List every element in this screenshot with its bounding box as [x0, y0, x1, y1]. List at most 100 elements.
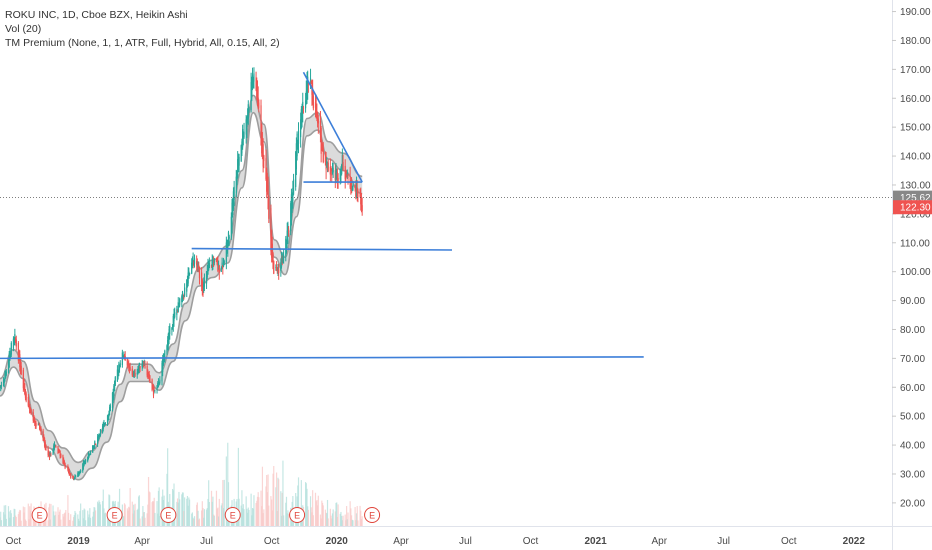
volume-bar	[350, 508, 352, 526]
volume-bar	[167, 448, 169, 526]
volume-bar	[99, 504, 102, 526]
time-tick-label: 2020	[326, 536, 349, 547]
candle-body	[184, 287, 186, 296]
candle-body	[334, 170, 336, 181]
volume-bar	[285, 502, 287, 526]
candle-body	[167, 339, 169, 350]
candle-body	[113, 380, 116, 391]
volume-bar	[256, 500, 258, 526]
candle-body	[147, 372, 150, 376]
volume-bar	[89, 508, 91, 526]
time-axis[interactable]: Oct 2019 Apr Jul Oct 2020 Apr Jul Oct 2021 Apr Jul O…	[6, 536, 866, 547]
volume-bar	[3, 505, 5, 526]
candle-body	[252, 81, 254, 83]
candle-body	[246, 118, 248, 127]
volume-bar	[191, 512, 194, 526]
symbol-title[interactable]: ROKU INC, 1D, Cboe BZX, Heikin Ashi	[5, 9, 188, 21]
candle-body	[123, 355, 126, 357]
candle-body	[89, 454, 91, 456]
candle-body	[47, 447, 49, 455]
earnings-marker	[364, 507, 381, 523]
candle-body	[302, 107, 305, 109]
candle-body	[341, 154, 343, 170]
volume-bar	[142, 512, 145, 526]
candle-body	[139, 366, 141, 369]
time-tick-label: Apr	[134, 536, 150, 547]
volume-bar	[331, 513, 334, 526]
volume-bar	[321, 500, 323, 526]
price-tick-label: 180.00	[900, 36, 931, 47]
candle-body	[227, 232, 230, 245]
volume-bar	[156, 501, 158, 526]
candle-body	[156, 385, 158, 391]
candle-body	[63, 458, 65, 464]
volume-bar	[144, 517, 146, 526]
volume-bar	[78, 520, 80, 526]
volume-bar	[5, 505, 7, 526]
volume-bar	[286, 513, 288, 526]
volume-bar	[191, 513, 193, 526]
volume-bar	[257, 492, 259, 526]
candle-body	[227, 240, 229, 250]
candle-body	[297, 130, 300, 144]
candle-body	[83, 462, 85, 465]
volume-bar	[342, 515, 344, 526]
candle-body	[77, 473, 79, 477]
volume-bar	[142, 506, 144, 526]
candle-body	[198, 266, 201, 279]
candle-body	[137, 368, 139, 374]
volume-bar	[19, 509, 21, 526]
candle-body	[0, 385, 3, 387]
candle-body	[266, 180, 268, 191]
candle-body	[247, 104, 249, 119]
tm-premium-indicator-label[interactable]: TM Premium (None, 1, 1, ATR, Full, Hybri…	[5, 37, 280, 49]
volume-bar	[188, 499, 191, 526]
candle-body	[49, 453, 51, 456]
candle-body	[136, 372, 138, 375]
volume-bar	[282, 460, 284, 526]
candle-body	[217, 263, 220, 267]
volume-bar	[251, 515, 253, 526]
volume-bar	[58, 514, 60, 526]
volume-bar	[326, 513, 328, 526]
volume-bar	[29, 510, 32, 526]
candle-body	[329, 166, 331, 175]
volume-bar	[97, 501, 99, 526]
volume-bar	[92, 516, 94, 526]
volume-bar	[193, 516, 196, 526]
candle-body	[201, 279, 203, 291]
candle-body	[169, 325, 171, 335]
volume-bar	[345, 520, 347, 526]
price-tick-label: 60.00	[900, 383, 925, 394]
price-axis[interactable]: 20.00 30.00 40.00 50.00 60.00 70.00 80.00 90.00…	[892, 7, 931, 509]
volume-bar	[187, 505, 189, 526]
candle-body	[162, 359, 164, 373]
candle-body	[317, 114, 319, 123]
candle-body	[4, 375, 6, 381]
candle-body	[171, 324, 174, 329]
candle-body	[10, 353, 12, 356]
volume-bar	[246, 508, 248, 526]
volume-bar	[87, 517, 90, 526]
time-tick-label: Oct	[6, 536, 22, 547]
candle-body	[203, 283, 205, 290]
candle-body	[161, 362, 163, 382]
candle-body	[35, 423, 37, 427]
candle-body	[310, 81, 312, 84]
candle-body	[13, 337, 15, 344]
volume-indicator-label[interactable]: Vol (20)	[5, 23, 42, 35]
volume-bar	[201, 510, 203, 526]
candle-body	[257, 97, 259, 108]
earnings-marker	[31, 507, 48, 523]
volume-bar	[48, 507, 50, 526]
candle-body	[158, 382, 160, 384]
candle-body	[97, 436, 99, 441]
candle-body	[104, 423, 106, 425]
candle-body	[127, 361, 129, 365]
candle-body	[39, 427, 41, 431]
volume-bar	[23, 512, 25, 526]
volume-bar	[19, 510, 22, 526]
candle-body	[162, 358, 165, 366]
